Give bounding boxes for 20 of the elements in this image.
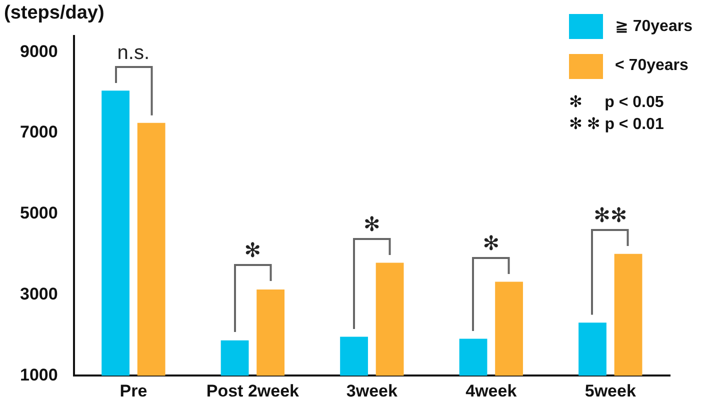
x-tick-label: 5week: [584, 381, 636, 400]
y-tick-label: 5000: [20, 204, 58, 223]
legend-label: < 70years: [615, 57, 688, 75]
x-tick-label: 4week: [466, 381, 518, 400]
x-tick-label: 3week: [346, 381, 398, 400]
y-tick-label: 1000: [20, 365, 58, 384]
annotation: ✻: [482, 232, 501, 256]
annotation: n.s.: [116, 40, 151, 65]
x-tick-label: Post 2week: [206, 381, 300, 400]
y-tick-label: 9000: [20, 42, 58, 61]
annotation: ✻ ✻ p < 0.01: [569, 115, 665, 134]
y-axis-title: (steps/day): [4, 2, 104, 24]
annotation: ✻: [243, 239, 262, 264]
y-tick-label: 7000: [20, 122, 58, 142]
annotation: ✻ p < 0.05: [569, 93, 665, 112]
legend-label: ≧ 70years: [615, 17, 692, 36]
y-tick-label: 3000: [20, 284, 58, 304]
annotation: ✻: [362, 212, 382, 237]
x-tick-label: Pre: [120, 381, 148, 400]
annotation: ✻✻: [592, 204, 628, 228]
